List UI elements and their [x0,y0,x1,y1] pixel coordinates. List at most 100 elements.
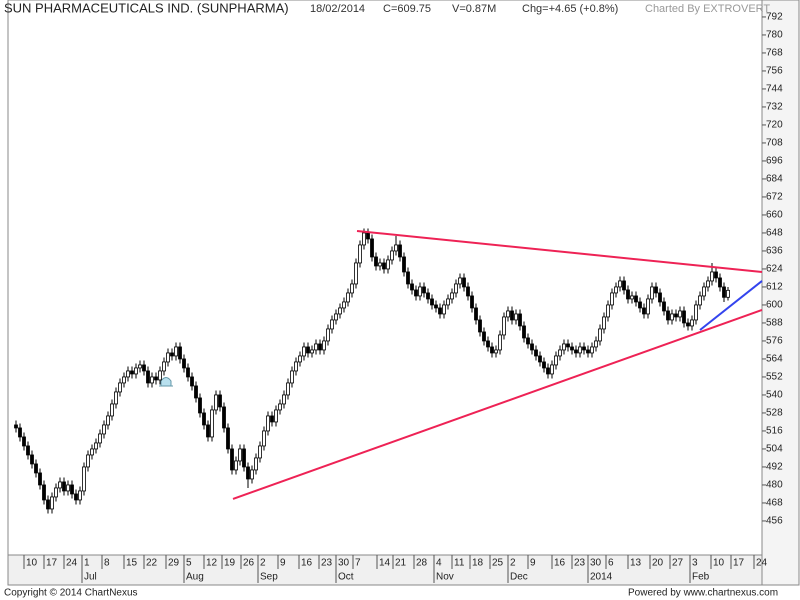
candle-body [94,442,98,450]
y-tick-label: 492 [766,462,783,473]
candle-body [414,289,418,297]
y-tick-label: 636 [766,246,783,257]
candle-body [590,346,594,354]
x-tick-label: 17 [46,558,58,569]
y-tick-label: 744 [766,84,783,95]
x-tick-label: 8 [104,558,110,569]
x-tick-label: 5 [186,558,192,569]
candle-body [18,427,22,438]
candle-body [706,280,710,288]
candle-body [178,346,182,360]
trend-line [232,308,763,500]
candle-body [466,286,470,297]
y-tick-label: 672 [766,192,783,203]
candle-body [450,292,454,300]
candle-body [506,310,510,318]
candle-body [538,355,542,363]
candle-body [518,313,522,327]
candle-body [422,286,426,294]
y-tick-label: 696 [766,156,783,167]
candle-body [418,286,422,297]
candle-body [446,298,450,306]
candle-body [678,310,682,318]
candle-body [522,325,526,339]
candle-body [398,244,402,258]
candle-body [298,355,302,363]
candle-body [666,310,670,321]
candle-body [514,313,518,321]
candle-body [26,445,30,456]
candle-body [578,346,582,354]
x-tick-label: 17 [733,558,745,569]
candle-body [486,340,490,348]
candle-body [462,277,466,288]
candle-body [654,286,658,294]
candle-body [282,394,286,405]
candle-body [322,340,326,351]
candle-body [226,427,230,450]
candle-body [534,349,538,357]
candle-body [158,370,162,381]
candle-body [382,262,386,270]
candle-body [138,364,142,369]
credit: Charted By EXTROVERT [645,3,770,15]
y-tick-label: 504 [766,444,783,455]
y-tick-label: 756 [766,66,783,77]
candle-body [614,286,618,294]
candle-body [406,271,410,285]
candle-body [38,472,42,486]
x-tick-label: 20 [652,558,664,569]
candle-body [346,292,350,303]
date: 18/02/2014 [310,3,365,15]
candle-body [642,307,646,315]
candle-body [118,382,122,393]
candle-body [562,343,566,351]
candle-body [358,244,362,264]
x-tick-label: 12 [206,558,218,569]
candle-body [370,238,374,258]
candle-body [134,367,138,375]
x-tick-label: 6 [608,558,614,569]
candle-body [454,283,458,294]
candle-body [698,295,702,306]
month-label: Dec [510,572,528,583]
candle-body [258,445,262,459]
y-tick-label: 684 [766,174,783,185]
candle-body [154,376,158,381]
x-tick-label: 30 [590,558,602,569]
candle-body [14,424,18,429]
candle-body [354,262,358,285]
candle-body [682,310,686,324]
y-tick-label: 552 [766,372,783,383]
x-tick-label: 19 [224,558,236,569]
candle-body [594,340,598,348]
x-tick-label: 27 [672,558,684,569]
candle-body [626,289,630,300]
x-tick-label: 24 [756,558,768,569]
trend-line [356,230,763,273]
candle-body [98,433,102,444]
candle-body [198,397,202,414]
candle-body [630,295,634,300]
candle-body [510,310,514,321]
candle-body [386,259,390,270]
candle-body [438,307,442,315]
y-tick-label: 468 [766,498,783,509]
candle-body [570,346,574,351]
candle-body [30,454,34,465]
x-tick-label: 10 [26,558,38,569]
candle-body [306,346,310,354]
chart-title: SUN PHARMACEUTICALS IND. (SUNPHARMA) [4,0,289,15]
x-tick-label: 9 [530,558,536,569]
candle-body [62,481,66,492]
x-tick-label: 30 [338,558,350,569]
x-tick-label: 10 [713,558,725,569]
y-tick-label: 768 [766,48,783,59]
y-tick-label: 480 [766,480,783,491]
candle-body [574,349,578,354]
x-tick-label: 15 [126,558,138,569]
x-tick-label: 24 [66,558,78,569]
x-tick-label: 25 [492,558,504,569]
candle-body [726,289,730,298]
